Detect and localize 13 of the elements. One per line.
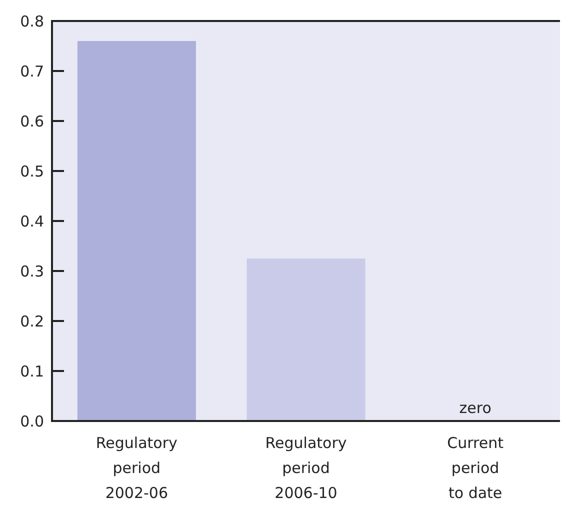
x-tick-label: Current period to date [447, 434, 504, 502]
y-tick-label: 0.3 [20, 262, 44, 280]
y-tick-label: 0.5 [20, 162, 44, 180]
y-tick-label: 0.4 [20, 212, 44, 230]
y-tick-label: 0.6 [20, 112, 44, 130]
data-label: zero [459, 399, 492, 417]
y-tick-label: 0.2 [20, 312, 44, 330]
y-tick-label: 0.0 [20, 412, 44, 430]
y-tick-label: 0.1 [20, 362, 44, 380]
x-tick-label: Regulatory period 2006-10 [265, 434, 347, 502]
y-tick-label: 0.7 [20, 62, 44, 80]
x-tick-label: Regulatory period 2002-06 [96, 434, 178, 502]
y-tick-label: 0.8 [20, 12, 44, 30]
